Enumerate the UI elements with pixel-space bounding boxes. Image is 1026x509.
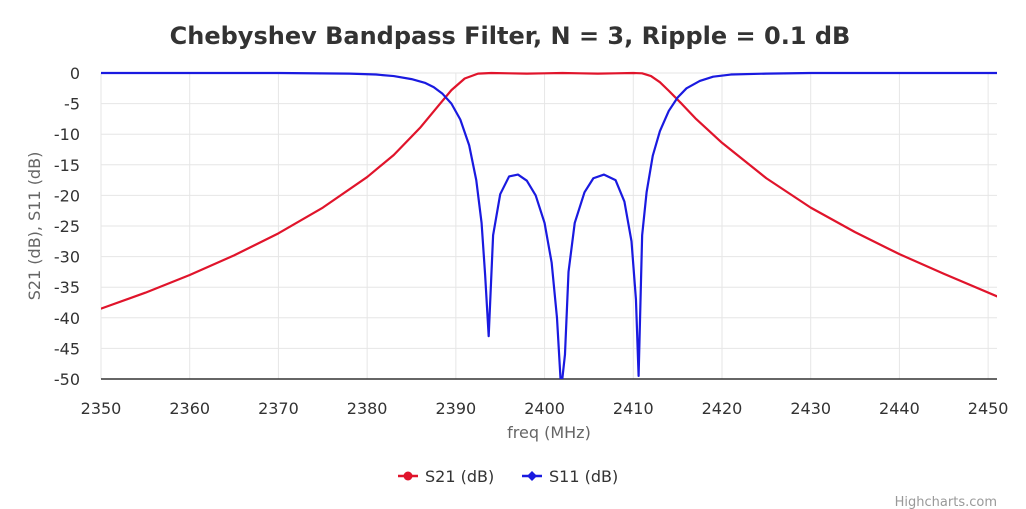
y-tick-label: -30	[54, 248, 80, 267]
x-tick-label: 2350	[81, 399, 122, 418]
y-tick-label: -35	[54, 278, 80, 297]
y-tick-label: -5	[64, 95, 80, 114]
x-tick-label: 2380	[347, 399, 388, 418]
x-tick-label: 2450	[968, 399, 1009, 418]
legend-marker-s11	[527, 471, 537, 481]
y-axis-ticks: 0 -5 -10 -15 -20 -25 -30 -35 -40 -45 -50	[54, 64, 80, 389]
series-line-s21[interactable]	[101, 71, 997, 310]
legend: S21 (dB) S11 (dB)	[398, 467, 618, 486]
y-tick-label: -40	[54, 309, 80, 328]
y-tick-label: -45	[54, 339, 80, 358]
legend-marker-s21	[403, 471, 413, 481]
y-tick-label: -10	[54, 125, 80, 144]
series-group	[101, 71, 997, 379]
chart-title: Chebyshev Bandpass Filter, N = 3, Ripple…	[170, 22, 851, 50]
y-tick-label: -20	[54, 186, 80, 205]
y-axis-title: S21 (dB), S11 (dB)	[25, 152, 44, 301]
legend-item-s21[interactable]: S21 (dB)	[398, 467, 494, 486]
credits-link[interactable]: Highcharts.com	[895, 495, 997, 509]
x-tick-label: 2360	[169, 399, 210, 418]
x-axis-title: freq (MHz)	[507, 423, 591, 442]
series-line-s11[interactable]	[101, 71, 997, 379]
x-tick-label: 2390	[435, 399, 476, 418]
y-tick-label: -50	[54, 370, 80, 389]
x-tick-label: 2420	[702, 399, 743, 418]
legend-label-s11: S11 (dB)	[549, 467, 618, 486]
x-tick-label: 2370	[258, 399, 299, 418]
legend-item-s11[interactable]: S11 (dB)	[522, 467, 618, 486]
x-tick-label: 2440	[879, 399, 920, 418]
y-tick-label: -25	[54, 217, 80, 236]
x-axis-ticks: 2350 2360 2370 2380 2390 2400 2410 2420 2430 2440…	[81, 399, 1009, 418]
x-tick-label: 2400	[524, 399, 565, 418]
plot-area	[101, 71, 997, 379]
grid	[100, 72, 997, 379]
y-tick-label: -15	[54, 156, 80, 175]
x-tick-label: 2410	[613, 399, 654, 418]
y-tick-label: 0	[70, 64, 80, 83]
x-tick-label: 2430	[790, 399, 831, 418]
legend-label-s21: S21 (dB)	[425, 467, 494, 486]
